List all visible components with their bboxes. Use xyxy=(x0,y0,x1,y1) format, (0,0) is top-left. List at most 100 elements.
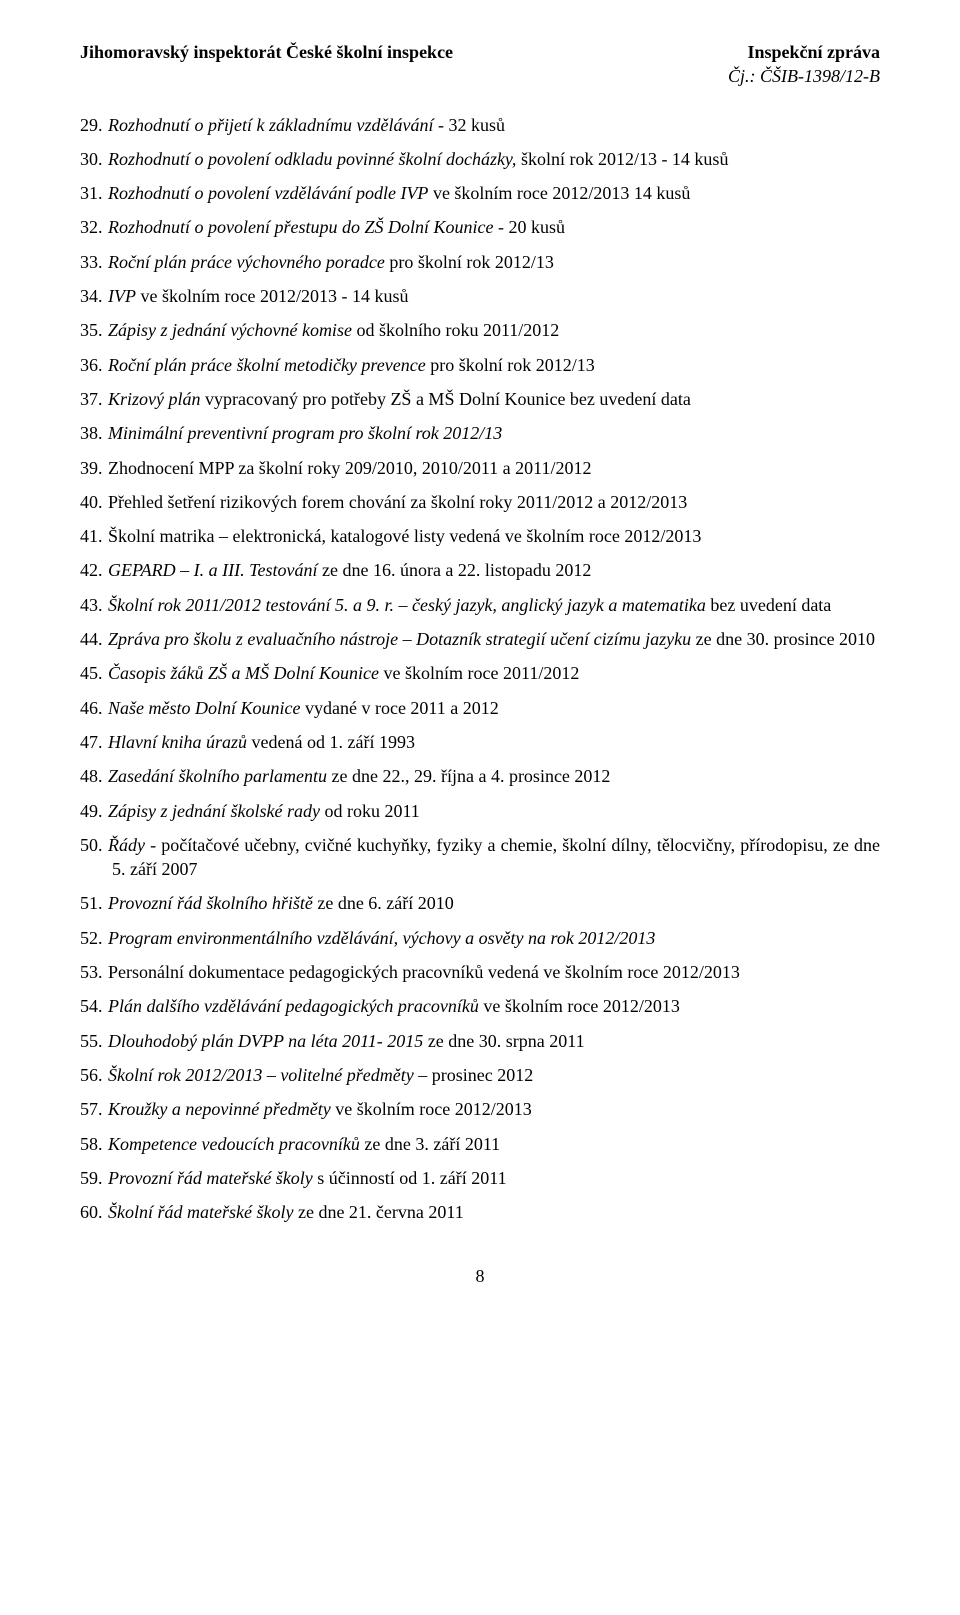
page-number: 8 xyxy=(80,1264,880,1288)
list-item: 33.Roční plán práce výchovného poradce p… xyxy=(80,250,880,274)
list-item: 38.Minimální preventivní program pro ško… xyxy=(80,421,880,445)
header-right: Inspekční zpráva Čj.: ČŠIB-1398/12-B xyxy=(728,40,880,89)
item-text: Krizový plán xyxy=(108,389,201,409)
list-item: 37.Krizový plán vypracovaný pro potřeby … xyxy=(80,387,880,411)
item-text: Zápisy z jednání výchovné komise xyxy=(108,320,352,340)
item-text: ze dne 30. prosince 2010 xyxy=(691,629,875,649)
item-number: 39. xyxy=(80,456,108,480)
header-right-sub: Čj.: ČŠIB-1398/12-B xyxy=(728,64,880,88)
item-number: 46. xyxy=(80,696,108,720)
list-item: 40.Přehled šetření rizikových forem chov… xyxy=(80,490,880,514)
item-text: ze dne 3. září 2011 xyxy=(360,1134,500,1154)
item-number: 34. xyxy=(80,284,108,308)
item-text: Zasedání školního parlamentu xyxy=(108,766,327,786)
item-number: 37. xyxy=(80,387,108,411)
item-text: ve školním roce 2011/2012 xyxy=(379,663,579,683)
item-text: Přehled šetření rizikových forem chování… xyxy=(108,492,687,512)
list-item: 55.Dlouhodobý plán DVPP na léta 2011- 20… xyxy=(80,1029,880,1053)
item-number: 33. xyxy=(80,250,108,274)
item-number: 58. xyxy=(80,1132,108,1156)
item-text: vedená od 1. září 1993 xyxy=(247,732,415,752)
item-number: 42. xyxy=(80,558,108,582)
item-text: Časopis žáků ZŠ a MŠ Dolní Kounice xyxy=(108,663,379,683)
item-number: 43. xyxy=(80,593,108,617)
list-item: 32.Rozhodnutí o povolení přestupu do ZŠ … xyxy=(80,215,880,239)
item-text: Rozhodnutí o povolení odkladu povinné šk… xyxy=(108,149,516,169)
item-text: Rozhodnutí o přijetí k základnímu vzdělá… xyxy=(108,115,433,135)
list-item: 31.Rozhodnutí o povolení vzdělávání podl… xyxy=(80,181,880,205)
item-text: Personální dokumentace pedagogických pra… xyxy=(108,962,740,982)
item-number: 36. xyxy=(80,353,108,377)
item-text: ze dne 6. září 2010 xyxy=(313,893,454,913)
list-item: 56.Školní rok 2012/2013 – volitelné před… xyxy=(80,1063,880,1087)
item-text: Plán dalšího vzdělávání pedagogických pr… xyxy=(108,996,479,1016)
list-item: 50.Řády - počítačové učebny, cvičné kuch… xyxy=(80,833,880,882)
list-item: 52.Program environmentálního vzdělávání,… xyxy=(80,926,880,950)
list-item: 54.Plán dalšího vzdělávání pedagogických… xyxy=(80,994,880,1018)
item-text: ze dne 22., 29. října a 4. prosince 2012 xyxy=(327,766,610,786)
item-text: Zpráva pro školu z evaluačního nástroje … xyxy=(108,629,691,649)
item-text: od školního roku 2011/2012 xyxy=(352,320,559,340)
item-text: Roční plán práce školní metodičky preven… xyxy=(108,355,426,375)
list-item: 51.Provozní řád školního hřiště ze dne 6… xyxy=(80,891,880,915)
header-right-title: Inspekční zpráva xyxy=(728,40,880,64)
item-number: 47. xyxy=(80,730,108,754)
item-text: ze dne 16. února a 22. listopadu 2012 xyxy=(317,560,591,580)
item-text: Řády xyxy=(108,835,145,855)
list-item: 43.Školní rok 2011/2012 testování 5. a 9… xyxy=(80,593,880,617)
list-item: 53.Personální dokumentace pedagogických … xyxy=(80,960,880,984)
item-text: vypracovaný pro potřeby ZŠ a MŠ Dolní Ko… xyxy=(201,389,691,409)
item-number: 51. xyxy=(80,891,108,915)
item-text: Program environmentálního vzdělávání, vý… xyxy=(108,928,655,948)
list-item: 44.Zpráva pro školu z evaluačního nástro… xyxy=(80,627,880,651)
item-text: Kompetence vedoucích pracovníků xyxy=(108,1134,360,1154)
item-text: Zhodnocení MPP za školní roky 209/2010, … xyxy=(108,458,591,478)
list-item: 47.Hlavní kniha úrazů vedená od 1. září … xyxy=(80,730,880,754)
item-text: prosinec 2012 xyxy=(427,1065,533,1085)
item-text: Školní matrika – elektronická, katalogov… xyxy=(108,526,701,546)
item-text: Zápisy z jednání školské rady xyxy=(108,801,320,821)
item-text: od roku 2011 xyxy=(320,801,420,821)
item-text: Rozhodnutí o povolení přestupu do ZŠ Dol… xyxy=(108,217,493,237)
list-item: 46.Naše město Dolní Kounice vydané v roc… xyxy=(80,696,880,720)
item-number: 60. xyxy=(80,1200,108,1224)
header-left: Jihomoravský inspektorát České školní in… xyxy=(80,40,453,64)
item-text: pro školní rok 2012/13 xyxy=(385,252,554,272)
item-text: pro školní rok 2012/13 xyxy=(426,355,595,375)
item-number: 48. xyxy=(80,764,108,788)
item-text: Školní rok 2012/2013 – volitelné předmět… xyxy=(108,1065,427,1085)
item-number: 30. xyxy=(80,147,108,171)
item-text: IVP xyxy=(108,286,136,306)
item-text: - počítačové učebny, cvičné kuchyňky, fy… xyxy=(112,835,880,879)
item-number: 45. xyxy=(80,661,108,685)
list-item: 36.Roční plán práce školní metodičky pre… xyxy=(80,353,880,377)
item-text: Naše město Dolní Kounice xyxy=(108,698,300,718)
item-text: s účinností od 1. září 2011 xyxy=(313,1168,507,1188)
item-text: Minimální preventivní program pro školní… xyxy=(108,423,502,443)
item-text: Školní řád mateřské školy xyxy=(108,1202,293,1222)
item-number: 55. xyxy=(80,1029,108,1053)
list-item: 35.Zápisy z jednání výchovné komise od š… xyxy=(80,318,880,342)
list-item: 60.Školní řád mateřské školy ze dne 21. … xyxy=(80,1200,880,1224)
item-number: 35. xyxy=(80,318,108,342)
list-item: 45.Časopis žáků ZŠ a MŠ Dolní Kounice ve… xyxy=(80,661,880,685)
item-text: ze dne 21. června 2011 xyxy=(293,1202,463,1222)
item-number: 32. xyxy=(80,215,108,239)
item-text: ze dne 30. srpna 2011 xyxy=(423,1031,584,1051)
list-item: 57.Kroužky a nepovinné předměty ve školn… xyxy=(80,1097,880,1121)
item-number: 59. xyxy=(80,1166,108,1190)
item-number: 53. xyxy=(80,960,108,984)
item-number: 49. xyxy=(80,799,108,823)
item-number: 44. xyxy=(80,627,108,651)
item-text: Provozní řád školního hřiště xyxy=(108,893,313,913)
item-number: 54. xyxy=(80,994,108,1018)
list-item: 29.Rozhodnutí o přijetí k základnímu vzd… xyxy=(80,113,880,137)
item-number: 50. xyxy=(80,833,108,857)
item-text: školní rok 2012/13 - 14 kusů xyxy=(516,149,728,169)
item-text: Dlouhodobý plán DVPP na léta 2011- 2015 xyxy=(108,1031,423,1051)
item-text: GEPARD – I. a III. Testování xyxy=(108,560,317,580)
item-text: Roční plán práce výchovného poradce xyxy=(108,252,385,272)
item-text: Kroužky a nepovinné předměty xyxy=(108,1099,331,1119)
item-text: ve školním roce 2012/2013 xyxy=(331,1099,532,1119)
item-text: Provozní řád mateřské školy xyxy=(108,1168,313,1188)
